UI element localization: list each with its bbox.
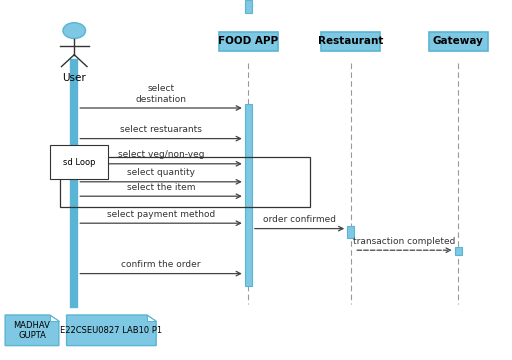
Text: order confirmed: order confirmed bbox=[263, 215, 336, 224]
Text: sd Loop: sd Loop bbox=[63, 158, 95, 167]
Text: FOOD APP: FOOD APP bbox=[218, 36, 279, 46]
Polygon shape bbox=[67, 315, 156, 346]
Text: confirm the order: confirm the order bbox=[121, 260, 201, 269]
Text: User: User bbox=[62, 73, 86, 83]
FancyBboxPatch shape bbox=[429, 31, 487, 51]
Text: transaction completed: transaction completed bbox=[353, 237, 456, 246]
Text: select quantity: select quantity bbox=[127, 168, 195, 177]
FancyBboxPatch shape bbox=[245, 104, 252, 286]
Text: select
destination: select destination bbox=[136, 84, 186, 104]
FancyBboxPatch shape bbox=[322, 31, 380, 51]
Text: select restuarants: select restuarants bbox=[120, 125, 202, 134]
Polygon shape bbox=[5, 315, 59, 346]
Text: select veg/non-veg: select veg/non-veg bbox=[118, 150, 204, 159]
Circle shape bbox=[63, 23, 86, 39]
Polygon shape bbox=[147, 315, 156, 321]
Text: MADHAV
GUPTA: MADHAV GUPTA bbox=[13, 321, 51, 340]
FancyBboxPatch shape bbox=[219, 31, 278, 51]
Polygon shape bbox=[50, 315, 59, 321]
FancyBboxPatch shape bbox=[245, 0, 252, 13]
Text: E22CSEU0827 LAB10 P1: E22CSEU0827 LAB10 P1 bbox=[60, 326, 162, 335]
FancyBboxPatch shape bbox=[455, 247, 462, 255]
Text: Restaurant: Restaurant bbox=[318, 36, 383, 46]
Text: select payment method: select payment method bbox=[107, 210, 215, 219]
FancyBboxPatch shape bbox=[347, 226, 354, 238]
Text: select the item: select the item bbox=[127, 183, 195, 192]
Text: Gateway: Gateway bbox=[433, 36, 484, 46]
